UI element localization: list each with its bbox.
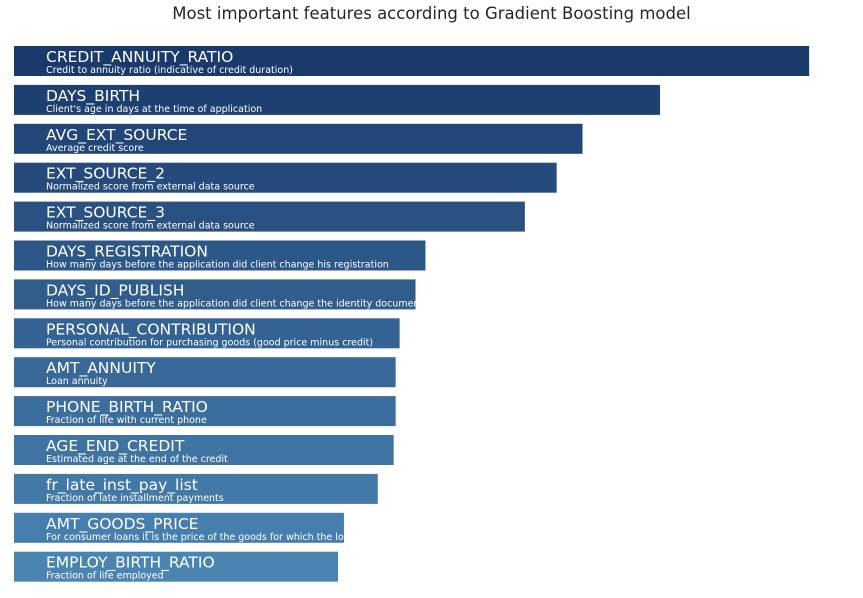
bar-phone-birth-ratio (14, 396, 396, 427)
bar-employ-birth-ratio (14, 551, 339, 582)
bar-label-age-end-credit: AGE_END_CREDIT (46, 437, 185, 456)
bar-label-personal-contribution: PERSONAL_CONTRIBUTION (46, 320, 256, 339)
bar-description-avg-ext-source: Average credit score (46, 143, 144, 154)
bar-personal-contribution (14, 318, 400, 349)
bar-label-fr-late-inst-pay-list: fr_late_inst_pay_list (46, 476, 198, 495)
bar-description-ext-source-3: Normalized score from external data sour… (46, 221, 255, 232)
bar-description-days-id-publish: How many days before the application did… (46, 298, 588, 309)
bar-description-phone-birth-ratio: Fraction of life with current phone (46, 415, 207, 426)
bar-label-days-id-publish: DAYS_ID_PUBLISH (46, 281, 184, 300)
bar-avg-ext-source (14, 123, 583, 154)
bar-label-days-birth: DAYS_BIRTH (46, 87, 140, 106)
bar-description-fr-late-inst-pay-list: Fraction of late installment payments (46, 493, 224, 504)
bar-fr-late-inst-pay-list (14, 473, 378, 504)
bar-days-birth (14, 84, 661, 115)
bar-ext-source-2 (14, 162, 557, 193)
bar-description-age-end-credit: Estimated age at the end of the credit (46, 454, 228, 465)
bar-description-ext-source-2: Normalized score from external data sour… (46, 182, 255, 193)
bar-label-amt-annuity: AMT_ANNUITY (46, 359, 156, 378)
bar-description-employ-birth-ratio: Fraction of life employed (46, 571, 164, 582)
bar-description-days-registration: How many days before the application did… (46, 260, 389, 271)
bar-credit-annuity-ratio (14, 46, 810, 76)
bar-label-amt-goods-price: AMT_GOODS_PRICE (46, 515, 198, 534)
chart-title: Most important features according to Gra… (172, 4, 691, 23)
bar-label-avg-ext-source: AVG_EXT_SOURCE (46, 126, 187, 145)
bar-days-id-publish (14, 279, 416, 310)
bar-amt-goods-price (14, 512, 344, 543)
bar-label-employ-birth-ratio: EMPLOY_BIRTH_RATIO (46, 554, 215, 573)
bar-label-ext-source-3: EXT_SOURCE_3 (46, 204, 165, 223)
bar-amt-annuity (14, 357, 396, 388)
bar-description-days-birth: Client's age in days at the time of appl… (46, 104, 262, 115)
bar-label-credit-annuity-ratio: CREDIT_ANNUITY_RATIO (46, 48, 233, 67)
bar-description-credit-annuity-ratio: Credit to annuity ratio (indicative of c… (46, 65, 293, 76)
bar-ext-source-3 (14, 201, 525, 232)
bar-description-personal-contribution: Personal contribution for purchasing goo… (46, 337, 373, 348)
bar-label-ext-source-2: EXT_SOURCE_2 (46, 165, 165, 184)
bar-label-days-registration: DAYS_REGISTRATION (46, 243, 208, 262)
bar-label-phone-birth-ratio: PHONE_BIRTH_RATIO (46, 398, 208, 417)
bar-days-registration (14, 240, 426, 271)
bar-age-end-credit (14, 435, 394, 465)
bar-description-amt-annuity: Loan annuity (46, 376, 108, 387)
bar-description-amt-goods-price: For consumer loans it is the price of th… (46, 532, 395, 543)
